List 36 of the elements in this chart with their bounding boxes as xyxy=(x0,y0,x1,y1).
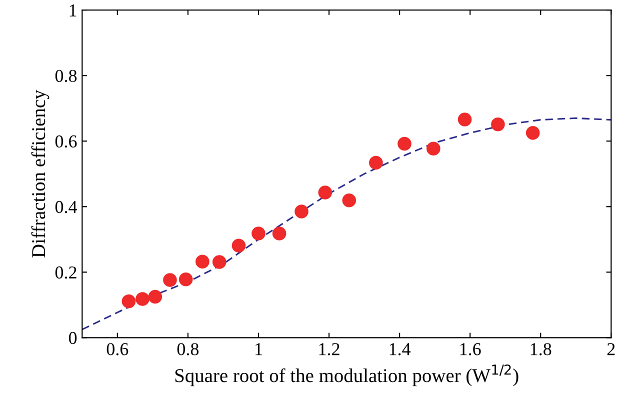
line-series xyxy=(82,117,612,330)
y-tick-label: 1 xyxy=(70,4,76,16)
point xyxy=(196,254,210,269)
x-axis-title: Square root of the modulation power (W$^{1/2}$) xyxy=(175,364,518,386)
point xyxy=(491,117,505,132)
point xyxy=(294,204,308,218)
point xyxy=(212,255,226,269)
point xyxy=(252,226,266,240)
x-tick-label: 1.2 xyxy=(319,343,340,356)
point xyxy=(136,292,150,306)
x-tick-label: 2 xyxy=(607,343,615,356)
x-tick-label: 1.6 xyxy=(460,343,481,356)
y-tick-label: 0.2 xyxy=(55,266,76,279)
x-tick-label: 0.6 xyxy=(106,343,128,356)
point xyxy=(369,156,383,170)
y-axis-title: Diffraction efficiency xyxy=(31,90,50,258)
point xyxy=(526,126,540,140)
point xyxy=(398,136,412,151)
x-tick-label: 1 xyxy=(256,343,262,356)
point xyxy=(318,186,332,200)
point xyxy=(342,193,356,208)
point xyxy=(163,273,177,287)
point xyxy=(272,226,286,240)
point xyxy=(232,238,246,253)
x-tick-label: 0.8 xyxy=(177,343,199,356)
point xyxy=(148,290,162,304)
y-tick-label: 0 xyxy=(68,332,77,344)
x-tick-label: 1.8 xyxy=(530,343,552,356)
point xyxy=(122,294,136,308)
x-tick-label: 1.4 xyxy=(390,343,411,356)
point xyxy=(458,112,472,126)
y-tick-label: 0.8 xyxy=(55,70,77,82)
point xyxy=(178,272,193,286)
point xyxy=(426,142,440,156)
y-tick-label: 0.4 xyxy=(55,200,78,214)
y-tick-label: 0.6 xyxy=(55,135,77,148)
